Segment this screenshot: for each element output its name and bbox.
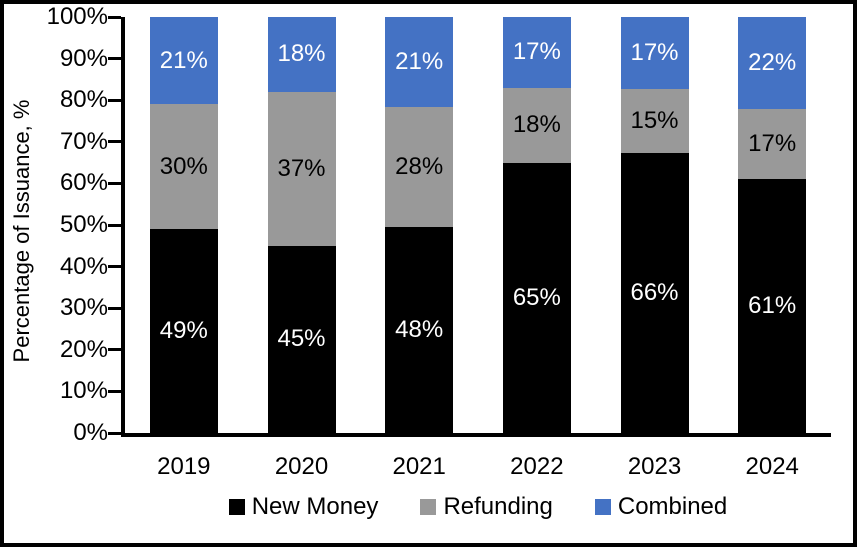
bar-segment-new-money: 48% — [385, 227, 454, 433]
legend-label: New Money — [251, 493, 379, 520]
bar-slot-2023: 17% 15% 66% — [596, 17, 714, 433]
bar-segment-combined: 21% — [149, 17, 218, 105]
data-label: 30% — [159, 152, 208, 180]
bars-row: 21% 30% 49% 18% 37% 45% 21% 28% 48% 17% 18% 65% 17% 1… — [125, 17, 831, 433]
bar-segment-refunding: 37% — [267, 91, 336, 246]
legend-label: Combined — [617, 493, 728, 520]
y-tick-mark — [108, 306, 121, 310]
data-label: 18% — [277, 40, 326, 68]
y-tick-mark — [108, 431, 121, 435]
bar-segment-refunding: 15% — [620, 89, 689, 153]
y-tick-label: 0% — [73, 419, 108, 446]
y-tick-label: 100% — [46, 3, 108, 30]
bar-segment-combined: 21% — [385, 17, 454, 108]
y-tick-label: 20% — [59, 335, 108, 363]
bar-segment-refunding: 30% — [149, 104, 218, 230]
legend-item-refunding: Refunding — [420, 493, 553, 521]
bar-segment-refunding: 28% — [385, 107, 454, 228]
legend-item-combined: Combined — [594, 493, 728, 521]
x-axis-labels: 2019 2020 2021 2022 2023 2024 — [125, 453, 831, 481]
bar-segment-combined: 17% — [502, 17, 571, 88]
bar-slot-2021: 21% 28% 48% — [360, 17, 478, 433]
bar-segment-new-money: 45% — [267, 245, 336, 433]
bar-2024: 22% 17% 61% — [738, 17, 807, 433]
data-label: 17% — [512, 38, 561, 66]
plot-area: 21% 30% 49% 18% 37% 45% 21% 28% 48% 17% 18% 65% 17% 1… — [108, 15, 831, 437]
y-tick-label: 80% — [59, 86, 108, 114]
data-label: 66% — [630, 278, 679, 306]
legend-swatch-icon — [594, 499, 611, 515]
bar-2023: 17% 15% 66% — [620, 17, 689, 433]
y-tick-mark — [108, 223, 121, 227]
x-tick-label-2019: 2019 — [157, 453, 211, 480]
bar-slot-2020: 18% 37% 45% — [243, 17, 361, 433]
bar-segment-combined: 22% — [738, 17, 807, 109]
bar-2020: 18% 37% 45% — [267, 17, 336, 433]
x-tick-label-2021: 2021 — [392, 453, 446, 480]
data-label: 18% — [512, 111, 561, 139]
data-label: 49% — [159, 317, 208, 345]
x-tick-label-2022: 2022 — [510, 453, 564, 480]
bar-segment-new-money: 66% — [620, 152, 689, 433]
y-tick-mark — [108, 57, 121, 61]
data-label: 48% — [395, 316, 444, 344]
legend-swatch-icon — [420, 499, 437, 515]
data-label: 37% — [277, 154, 326, 182]
legend-swatch-icon — [228, 499, 245, 515]
y-tick-label: 50% — [59, 211, 108, 238]
legend-label: Refunding — [443, 493, 553, 520]
x-tick-label-2023: 2023 — [627, 453, 682, 480]
bar-slot-2019: 21% 30% 49% — [125, 17, 243, 433]
bar-segment-combined: 17% — [620, 17, 689, 90]
bar-segment-refunding: 18% — [502, 87, 571, 163]
y-tick-mark — [108, 348, 121, 352]
y-tick-mark — [108, 98, 121, 102]
data-label: 21% — [159, 46, 208, 74]
data-label: 45% — [277, 325, 326, 353]
data-label: 28% — [395, 153, 444, 181]
bar-slot-2022: 17% 18% 65% — [478, 17, 596, 433]
y-tick-label: 60% — [59, 169, 108, 197]
bar-segment-new-money: 65% — [502, 162, 571, 433]
y-tick-mark — [108, 181, 121, 185]
y-tick-mark — [108, 265, 121, 269]
legend-item-new-money: New Money — [228, 493, 379, 521]
bar-segment-refunding: 17% — [738, 108, 807, 180]
bar-2022: 17% 18% 65% — [502, 17, 571, 433]
y-tick-mark — [108, 15, 121, 19]
data-label: 15% — [630, 106, 679, 134]
data-label: 17% — [748, 129, 797, 157]
y-tick-label: 40% — [59, 252, 108, 280]
y-tick-label: 90% — [59, 44, 108, 72]
data-label: 22% — [748, 48, 797, 76]
bar-2019: 21% 30% 49% — [149, 17, 218, 433]
x-tick-label-2020: 2020 — [274, 453, 329, 480]
data-label: 65% — [512, 283, 561, 311]
bar-segment-new-money: 49% — [149, 229, 218, 433]
y-tick-label: 70% — [59, 127, 108, 155]
legend: New Money Refunding Combined — [125, 493, 831, 521]
y-axis-labels: 0% 10% 20% 30% 40% 50% 60% 70% 80% 90% 100% — [4, 4, 108, 446]
data-label: 21% — [395, 48, 444, 76]
y-tick-label: 10% — [59, 377, 108, 405]
y-tick-label: 30% — [59, 294, 108, 322]
y-tick-mark — [108, 140, 121, 144]
bar-segment-new-money: 61% — [738, 179, 807, 433]
data-label: 17% — [630, 39, 679, 67]
data-label: 61% — [748, 292, 797, 320]
bar-segment-combined: 18% — [267, 17, 336, 92]
bar-slot-2024: 22% 17% 61% — [713, 17, 831, 433]
x-tick-label-2024: 2024 — [745, 453, 799, 480]
bar-2021: 21% 28% 48% — [385, 17, 454, 433]
y-tick-mark — [108, 389, 121, 393]
